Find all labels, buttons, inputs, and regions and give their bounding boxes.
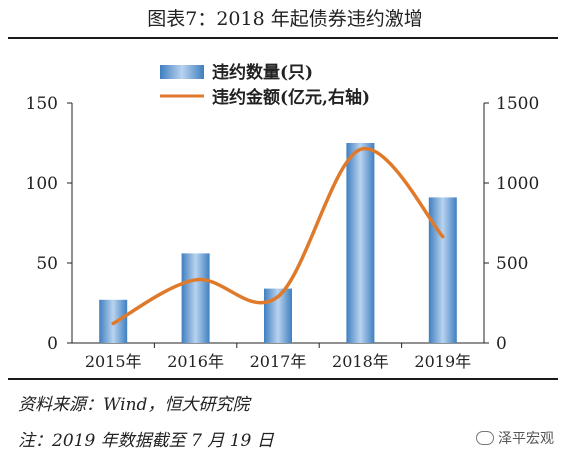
left-tick-label: 0 <box>47 334 58 354</box>
right-tick-label: 500 <box>496 254 528 274</box>
watermark-label: 泽平宏观 <box>498 431 554 447</box>
x-tick-label: 2019年 <box>414 352 471 371</box>
combo-chart: 违约数量(只) 违约金额(亿元,右轴) 05010015005001000150… <box>26 62 540 371</box>
data-note: 注：2019 年数据截至 7 月 19 日 <box>18 431 274 451</box>
bar <box>428 197 457 343</box>
bar <box>181 253 210 343</box>
legend-bar-label: 违约数量(只) <box>212 62 313 83</box>
source-note: 资料来源：Wind，恒大研究院 <box>18 395 250 415</box>
amount-line <box>111 146 445 326</box>
chart-title: 图表7：2018 年起债券违约激增 <box>147 8 423 30</box>
left-tick-label: 150 <box>26 94 58 114</box>
bar <box>346 143 375 343</box>
footer-rule <box>8 378 558 380</box>
right-tick-label: 1000 <box>496 174 539 194</box>
x-tick-label: 2015年 <box>85 352 142 371</box>
title-rule <box>8 37 558 39</box>
x-tick-label: 2016年 <box>167 352 224 371</box>
legend-bar-swatch <box>160 65 204 79</box>
x-tick-label: 2017年 <box>250 352 307 371</box>
left-tick-label: 50 <box>36 254 58 274</box>
legend: 违约数量(只) 违约金额(亿元,右轴) <box>160 62 370 108</box>
left-tick-label: 100 <box>26 174 58 194</box>
x-tick-label: 2018年 <box>332 352 389 371</box>
legend-line-label: 违约金额(亿元,右轴) <box>212 87 370 108</box>
right-tick-label: 1500 <box>496 94 539 114</box>
right-tick-label: 0 <box>496 334 507 354</box>
wechat-icon <box>476 431 494 445</box>
watermark: 泽平宏观 <box>476 428 554 448</box>
bar <box>99 299 128 343</box>
